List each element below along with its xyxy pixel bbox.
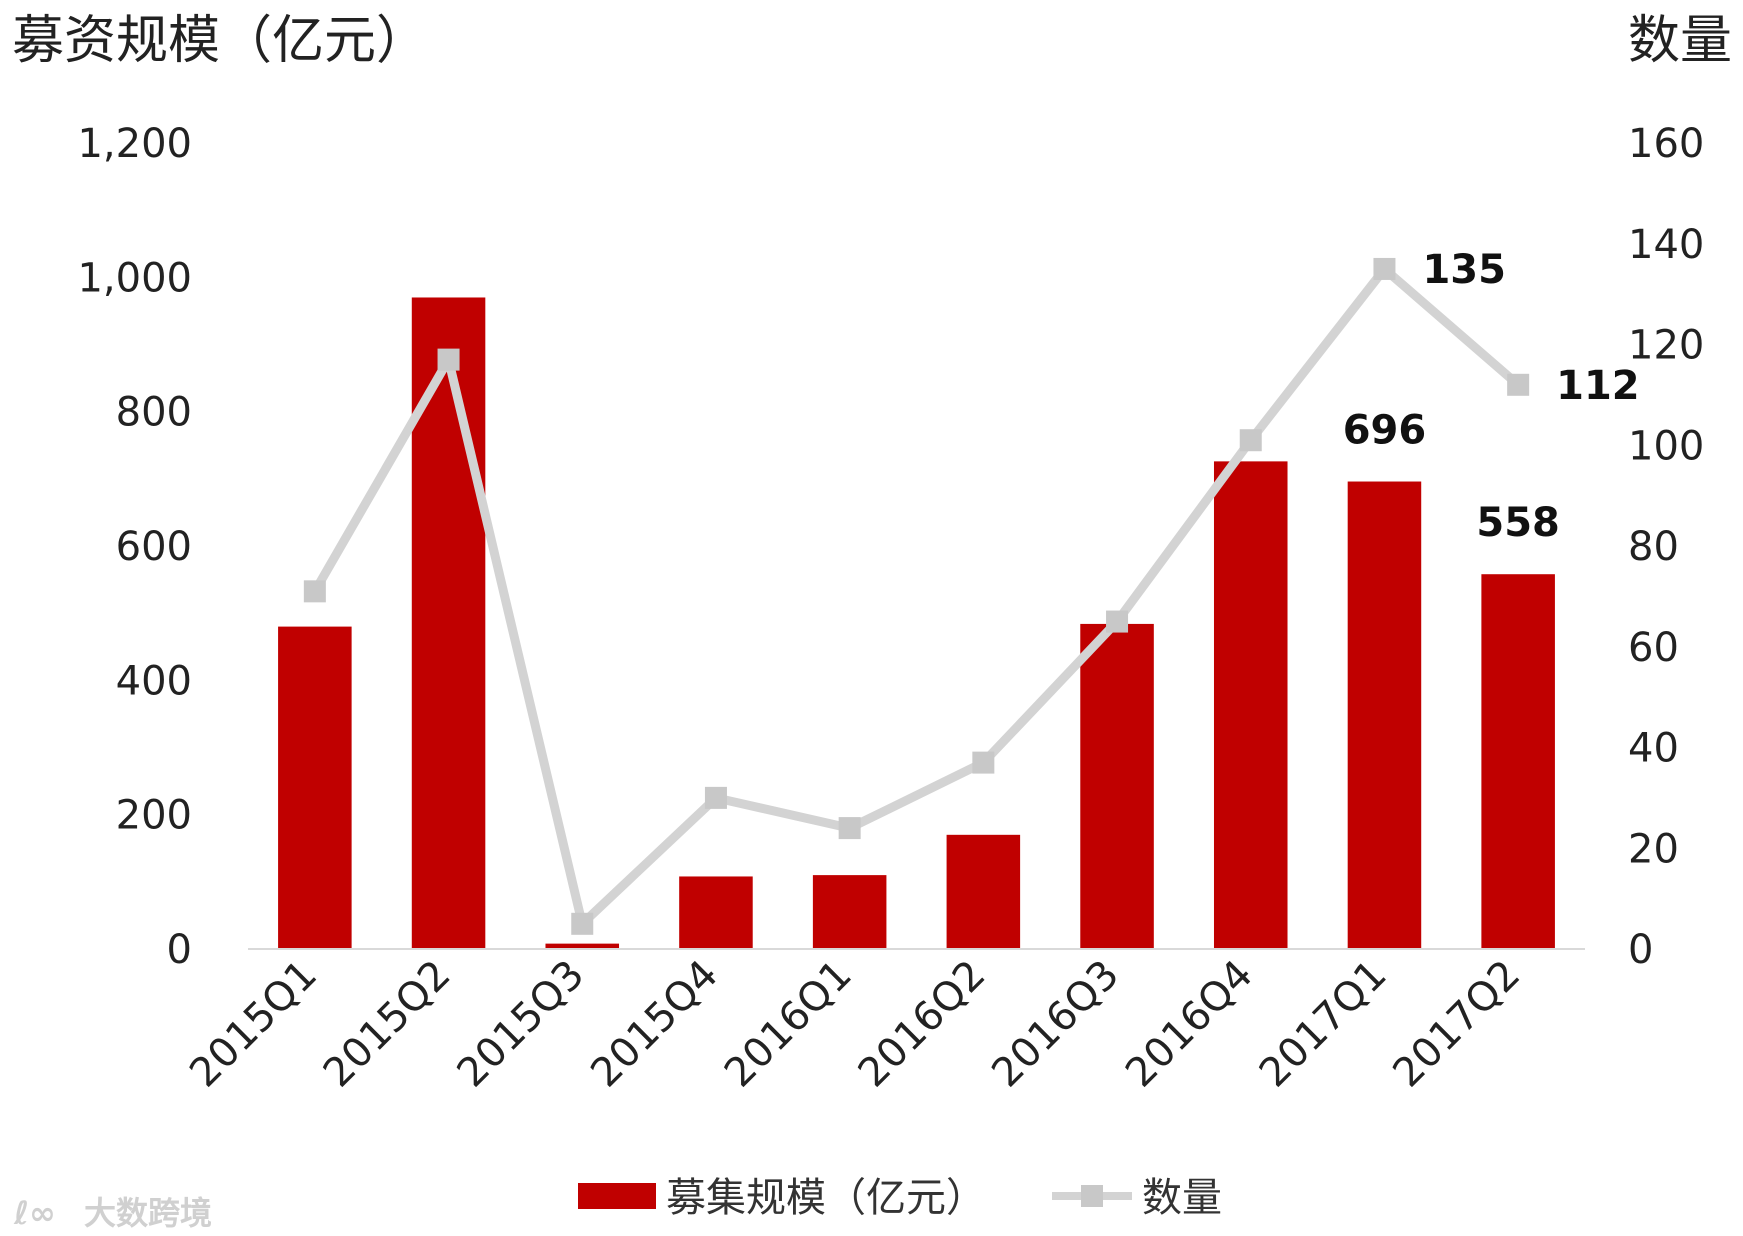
right-tick-label: 100 — [1628, 423, 1704, 469]
point-2015Q2 — [437, 348, 460, 371]
legend-line-label: 数量 — [1142, 1175, 1222, 1221]
right-tick-label: 140 — [1628, 222, 1704, 268]
legend-bar-swatch — [578, 1183, 656, 1209]
point-2016Q4 — [1239, 429, 1262, 452]
line-data-label: 112 — [1556, 363, 1640, 409]
x-tick-label: 2015Q3 — [449, 952, 594, 1097]
legend: 募集规模（亿元） 数量 — [578, 1175, 1222, 1221]
count-line — [310, 264, 1522, 929]
bar-2016Q4 — [1213, 461, 1288, 949]
point-2016Q3 — [1106, 610, 1129, 633]
point-2016Q1 — [838, 817, 861, 840]
right-axis-ticks: 0 20 40 60 80 100 120 140 160 — [1628, 121, 1704, 973]
right-tick-label: 120 — [1628, 323, 1704, 369]
legend-line-marker — [1081, 1185, 1103, 1207]
line-data-label: 135 — [1422, 247, 1506, 293]
right-tick-label: 0 — [1628, 927, 1653, 973]
right-tick-label: 20 — [1628, 826, 1679, 872]
left-tick-label: 1,200 — [77, 121, 192, 167]
x-tick-label: 2017Q1 — [1251, 952, 1396, 1097]
right-tick-label: 160 — [1628, 121, 1704, 167]
bar-2017Q1 — [1347, 481, 1422, 949]
bar-2015Q1 — [278, 626, 352, 949]
bar-2015Q3 — [545, 943, 620, 949]
left-axis-ticks: 0 200 400 600 800 1,000 1,200 — [77, 121, 192, 973]
watermark-text: 大数跨境 — [84, 1194, 212, 1232]
left-tick-label: 800 — [116, 390, 192, 436]
left-axis-title: 募资规模（亿元） — [12, 11, 428, 71]
x-tick-label: 2016Q1 — [716, 952, 861, 1097]
point-2015Q1 — [303, 580, 326, 603]
x-tick-label: 2017Q2 — [1384, 952, 1529, 1097]
x-tick-label: 2016Q3 — [983, 952, 1128, 1097]
legend-bar-label: 募集规模（亿元） — [666, 1175, 986, 1221]
bar-2015Q4 — [679, 876, 753, 949]
x-tick-label: 2015Q2 — [315, 952, 460, 1097]
bar-2015Q2 — [411, 297, 486, 949]
right-axis-title: 数量 — [1628, 11, 1732, 71]
left-tick-label: 200 — [116, 793, 192, 839]
point-2015Q3 — [571, 912, 594, 935]
right-tick-label: 40 — [1628, 726, 1679, 772]
data-labels: 696 558 135 112 — [1343, 247, 1640, 546]
bar-series — [278, 297, 1555, 949]
bar-2017Q2 — [1481, 574, 1555, 949]
x-tick-label: 2015Q4 — [582, 952, 727, 1097]
right-tick-label: 60 — [1628, 625, 1679, 671]
bar-2016Q1 — [812, 875, 887, 949]
watermark: ℓ∞ 大数跨境 — [13, 1194, 212, 1232]
bar-data-label: 558 — [1476, 500, 1560, 546]
left-tick-label: 400 — [116, 658, 192, 704]
right-tick-label: 80 — [1628, 524, 1679, 570]
point-2015Q4 — [704, 786, 727, 809]
x-axis-ticks: 2015Q12015Q22015Q32015Q42016Q12016Q22016… — [181, 952, 1529, 1097]
watermark-logo-icon: ℓ∞ — [13, 1194, 56, 1232]
point-2016Q2 — [972, 751, 995, 774]
left-tick-label: 600 — [116, 524, 192, 570]
bar-2016Q2 — [946, 834, 1021, 949]
x-tick-label: 2015Q1 — [181, 952, 326, 1097]
left-tick-label: 0 — [167, 927, 192, 973]
left-tick-label: 1,000 — [77, 255, 192, 301]
point-2017Q1 — [1373, 257, 1396, 280]
line-series — [303, 257, 1530, 935]
bar-2016Q3 — [1080, 623, 1154, 949]
x-tick-label: 2016Q2 — [850, 952, 995, 1097]
bar-data-label: 696 — [1343, 408, 1427, 454]
x-tick-label: 2016Q4 — [1117, 952, 1262, 1097]
point-2017Q2 — [1507, 373, 1530, 396]
